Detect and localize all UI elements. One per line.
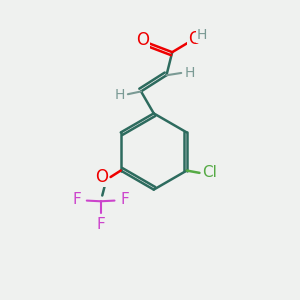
Text: O: O — [136, 31, 149, 49]
Text: Cl: Cl — [202, 165, 217, 180]
Text: F: F — [96, 217, 105, 232]
Text: H: H — [114, 88, 125, 102]
Text: O: O — [95, 168, 108, 186]
Text: H: H — [184, 66, 195, 80]
Text: F: F — [120, 192, 129, 207]
Text: O: O — [188, 30, 201, 48]
Text: F: F — [73, 192, 81, 207]
Text: H: H — [197, 28, 207, 42]
